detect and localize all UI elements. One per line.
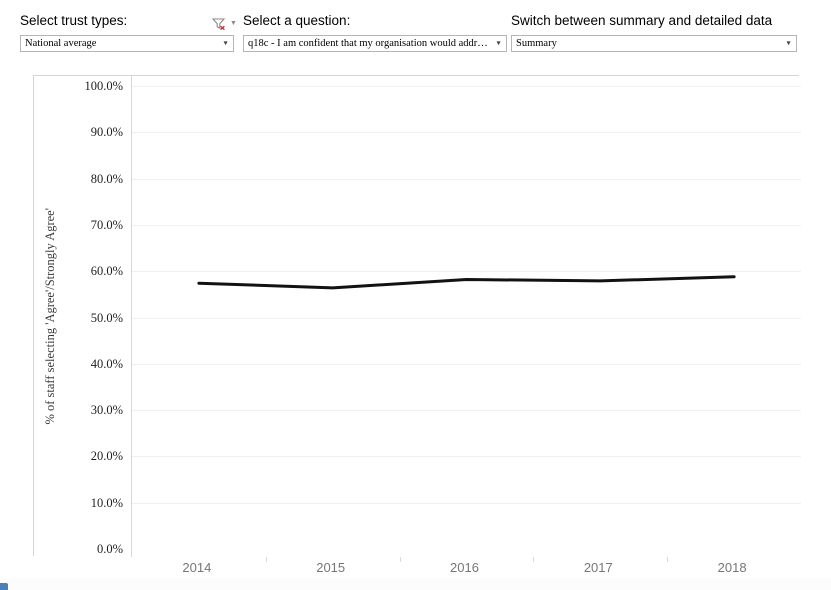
chevron-down-icon: ▼ <box>495 40 502 47</box>
x-tick-label-2014: 2014 <box>182 560 212 575</box>
x-tick-label-2015: 2015 <box>316 560 346 575</box>
view-mode-label: Switch between summary and detailed data <box>511 13 773 28</box>
x-axis-pane-tick <box>667 557 669 562</box>
gridline <box>132 410 801 412</box>
x-tick-label-2016: 2016 <box>450 560 479 575</box>
y-tick-label: 60.0% <box>90 264 123 279</box>
plot-area[interactable] <box>131 76 801 562</box>
trust-types-dropdown[interactable]: National average ▼ <box>20 35 234 52</box>
view-mode-dropdown[interactable]: Summary ▼ <box>511 35 797 52</box>
x-axis-pane-tick <box>399 557 401 562</box>
view-mode-dropdown-value: Summary <box>516 38 557 49</box>
bottom-margin <box>0 578 831 590</box>
y-axis: % of staff selecting 'Agree'/Strongly Ag… <box>34 76 131 557</box>
gridline <box>132 271 801 273</box>
chevron-down-icon: ▼ <box>222 40 229 47</box>
gridline <box>132 317 801 319</box>
gridline <box>132 86 801 87</box>
filter-exclude-control[interactable]: ▼ <box>212 18 237 31</box>
chart-panel: % of staff selecting 'Agree'/Strongly Ag… <box>33 75 801 562</box>
gridline <box>132 363 801 365</box>
gridline <box>132 132 801 134</box>
y-tick-label: 0.0% <box>96 542 123 556</box>
y-tick-label: 100.0% <box>84 79 123 93</box>
y-tick-label: 30.0% <box>90 403 123 418</box>
y-tick-label: 70.0% <box>90 217 123 232</box>
x-tick-label-2017: 2017 <box>583 560 613 575</box>
x-axis: 2014 2015 2016 2017 2018 <box>130 556 799 580</box>
gridline <box>132 456 801 458</box>
y-tick-label: 50.0% <box>90 310 123 325</box>
question-dropdown-value: q18c - I am confident that my organisati… <box>248 38 490 49</box>
y-tick-label: 20.0% <box>90 449 123 464</box>
question-dropdown[interactable]: q18c - I am confident that my organisati… <box>243 35 507 52</box>
y-tick-label: 90.0% <box>90 125 123 140</box>
trust-types-label: Select trust types: <box>20 13 128 28</box>
x-axis-pane-tick <box>533 557 535 562</box>
y-tick-label: 10.0% <box>90 495 123 510</box>
trend-line-chart <box>197 275 736 290</box>
gridline <box>132 502 801 504</box>
filter-menu-caret-icon[interactable]: ▼ <box>230 20 237 27</box>
x-tick-label-2018: 2018 <box>717 560 747 575</box>
trend-line-series <box>197 275 736 290</box>
x-axis-pane-tick <box>265 557 267 562</box>
blue-corner-element <box>0 583 8 590</box>
filter-exclude-icon <box>212 18 226 31</box>
y-tick-label: 40.0% <box>90 356 123 371</box>
question-label: Select a question: <box>243 13 351 28</box>
gridline <box>132 224 801 226</box>
y-tick-label: 80.0% <box>90 171 123 186</box>
gridline <box>132 178 801 180</box>
chevron-down-icon: ▼ <box>785 40 792 47</box>
trust-types-dropdown-value: National average <box>25 38 97 49</box>
